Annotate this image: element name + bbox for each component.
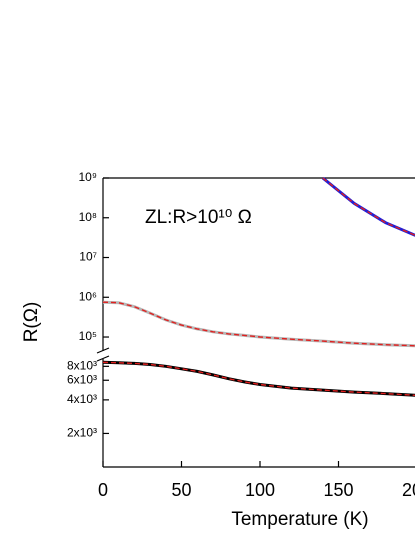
y-axis-label: R(Ω) <box>21 302 42 343</box>
axis-break <box>96 347 110 354</box>
series-line <box>321 176 415 237</box>
x-tick-label: 50 <box>171 480 191 500</box>
axis-break <box>96 355 110 362</box>
y-tick-label: 2x10³ <box>67 426 97 440</box>
x-tick-label: 100 <box>245 480 275 500</box>
fit-line <box>322 177 415 236</box>
y-tick-label: 6x10³ <box>67 372 97 386</box>
y-tick-label: 10⁵ <box>79 329 97 343</box>
y-tick-label: 10⁸ <box>79 210 97 224</box>
y-tick-label: 10⁹ <box>79 170 98 184</box>
series-line <box>102 360 415 397</box>
x-tick-label: 0 <box>98 480 108 500</box>
y-tick-label: 8x10³ <box>67 358 97 372</box>
series-line <box>102 300 415 348</box>
y-tick-label: 4x10³ <box>67 392 97 406</box>
annotation: ZL:R>10¹⁰ Ω <box>145 207 252 228</box>
fit-line <box>102 301 415 347</box>
y-tick-label: 10⁷ <box>79 250 97 264</box>
y-tick-label: 10⁶ <box>79 289 97 303</box>
fit-line <box>102 361 415 396</box>
x-axis-label: Temperature (K) <box>231 509 368 530</box>
x-tick-label: 200 <box>402 480 415 500</box>
x-tick-label: 150 <box>323 480 353 500</box>
